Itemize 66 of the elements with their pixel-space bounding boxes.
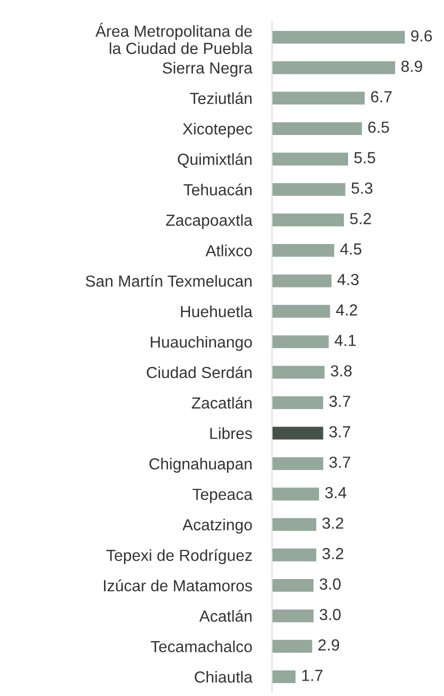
y-tick-label: Quimixtlán [178,153,252,168]
data-label: 2.9 [318,639,340,651]
y-tick-label: Chignahuapan [149,458,252,473]
data-label: 1.7 [302,670,322,681]
bar [272,92,365,105]
y-tick-label: Atlixco [206,244,252,256]
data-label: 5.2 [350,212,371,224]
y-tick-label: Huauchinango [150,336,252,351]
bar [272,122,362,135]
data-label: 4.5 [340,244,362,255]
bar [272,61,396,74]
y-tick-label: Izúcar de Matamoros [104,579,252,592]
bar [272,304,330,318]
bar [272,579,314,592]
bar [272,30,405,44]
data-label: 6.7 [371,91,392,102]
bar [272,214,344,226]
data-label: 4.3 [337,274,359,286]
bar [272,457,324,470]
data-label: 3.0 [320,608,341,620]
y-tick-label: Sierra Negra [162,62,253,77]
data-label: 3.2 [322,517,344,529]
bar [272,366,325,379]
data-label: 3.7 [329,456,350,468]
data-label: 8.9 [401,60,422,72]
bar [272,183,346,196]
data-label: 5.5 [354,152,376,164]
data-label: 3.7 [329,426,350,438]
bar [272,274,332,288]
bar [272,396,324,410]
bar [272,548,316,562]
data-label: 4.1 [334,334,356,346]
data-label: 5.3 [352,182,372,194]
bar [272,609,314,622]
data-label: 3.4 [325,487,346,498]
y-tick-label: Tehuacán [184,184,252,196]
data-label: 4.2 [336,304,358,316]
y-tick-label: Xicotepec [182,122,252,138]
data-label: 3.8 [330,365,352,377]
bar [272,640,312,653]
y-tick-label: Acatlán [199,610,252,622]
data-label: 6.5 [368,122,390,133]
bar [272,670,296,684]
data-label: 3.2 [322,548,344,560]
bar [272,244,334,257]
y-tick-label: Chiautla [194,670,253,683]
y-tick-label: Tecamachalco [150,640,252,652]
y-tick-label: Área Metropolitana de la Ciudad de Puebla [95,22,253,54]
data-label: 3.0 [320,578,341,590]
y-tick-label: Teziutlán [190,92,252,104]
bar [272,335,329,348]
y-tick-label: Zacapoaxtla [166,214,253,230]
y-tick-label: Zacatlán [192,396,252,409]
data-label: 9.6 [411,30,432,42]
bar [272,426,324,440]
bar [272,152,348,166]
y-tick-label: Ciudad Serdán [146,366,252,378]
y-tick-label: Tepexi de Rodríguez [106,549,252,564]
y-tick-label: San Martín Texmelucan [86,274,252,287]
y-tick-label: Tepeaca [192,488,253,504]
bar [272,488,320,500]
y-tick-label: Huehuetla [181,306,253,318]
bar [272,518,316,531]
y-tick-label: Acatzingo [182,518,252,534]
data-label: 3.7 [329,396,350,407]
y-tick-label: Libres [210,427,252,440]
